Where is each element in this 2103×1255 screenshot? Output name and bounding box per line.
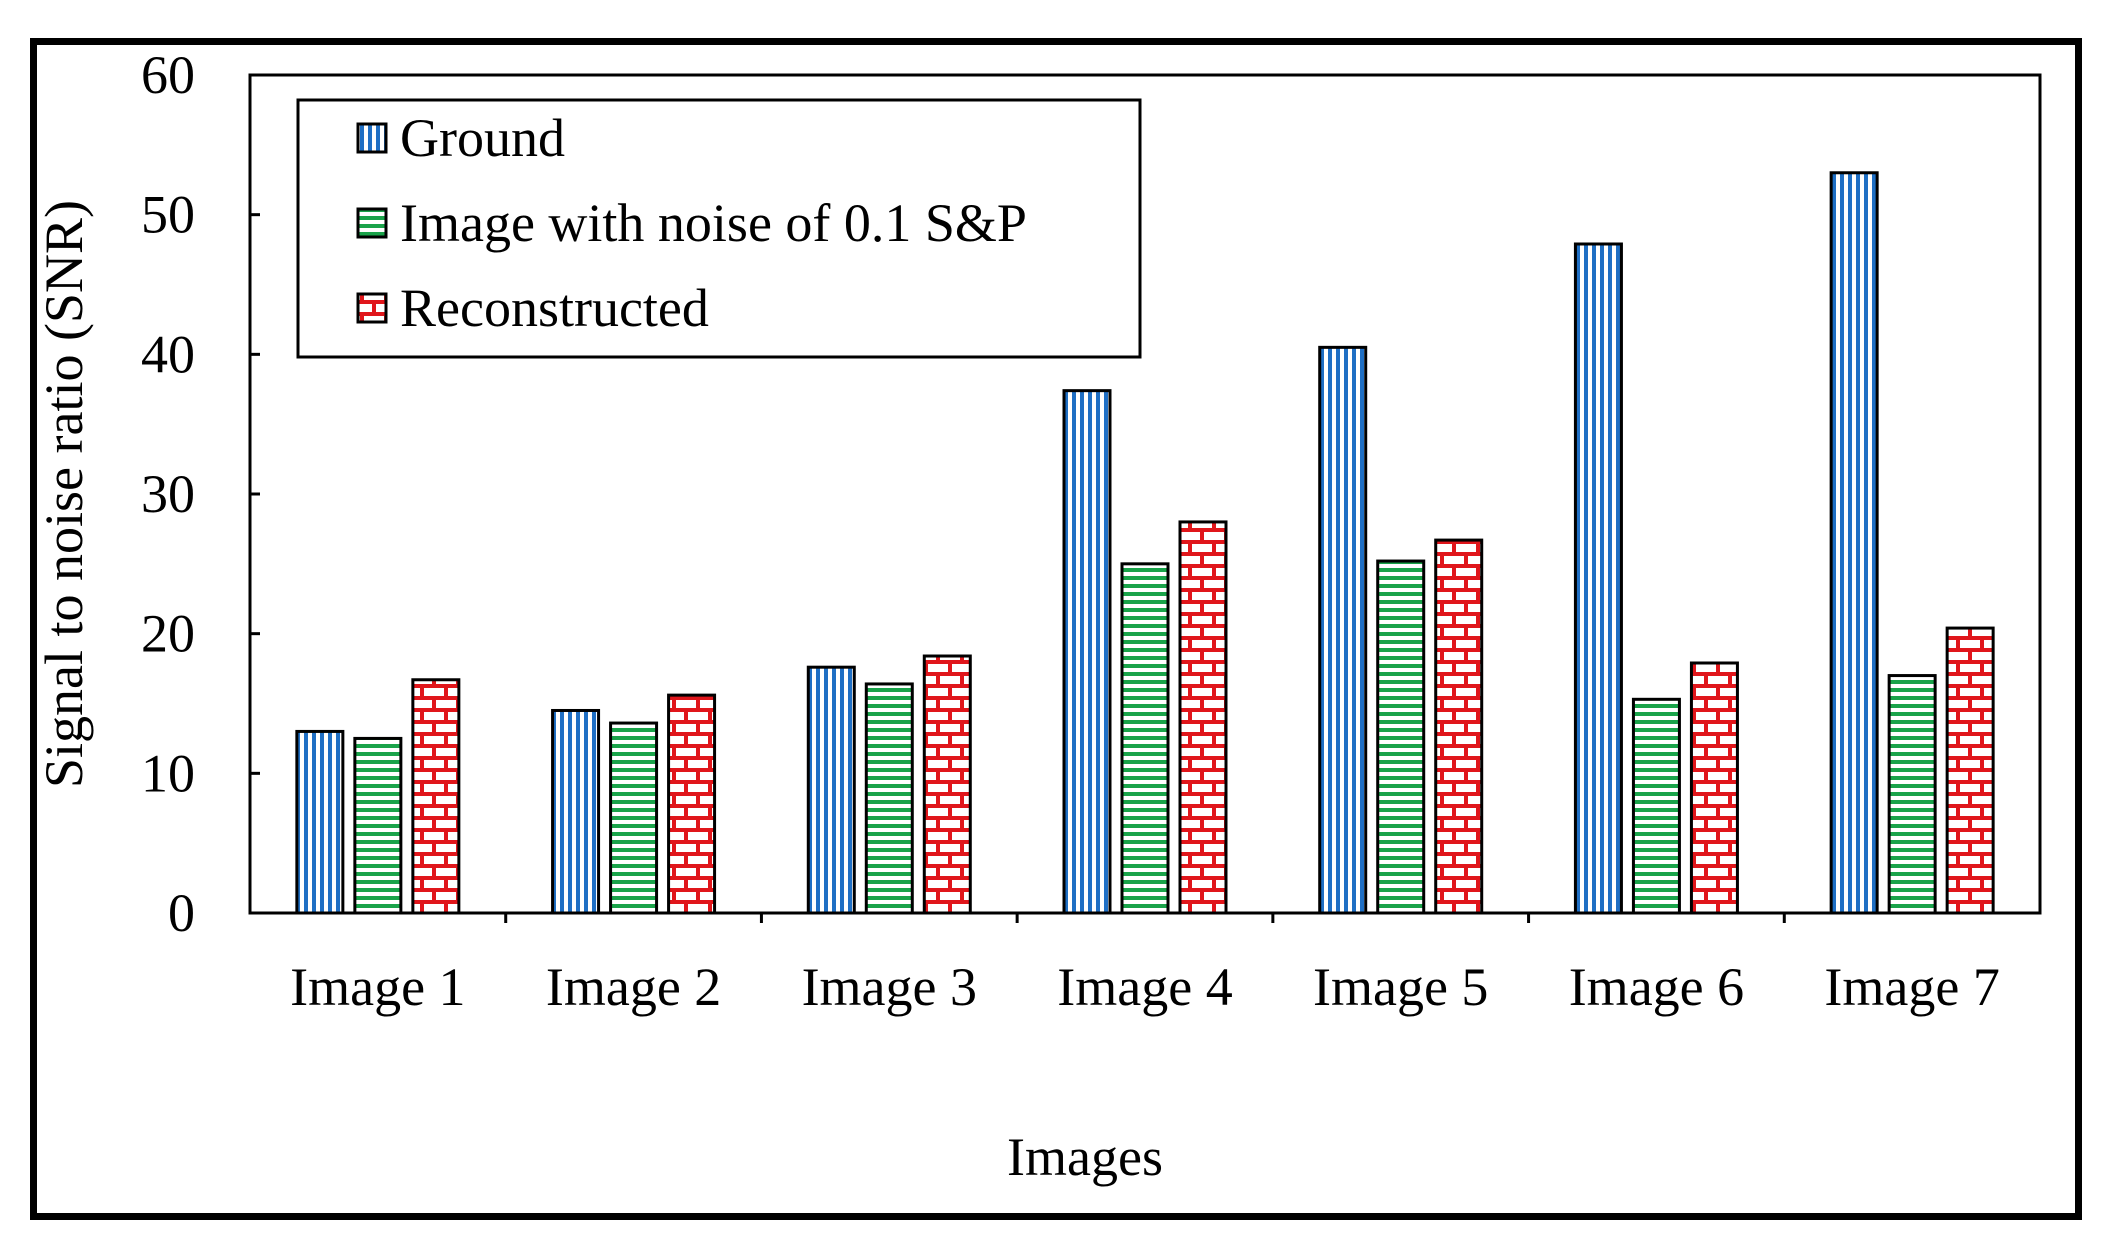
bar-ground-image-6: [1573, 242, 1623, 915]
x-axis-title: Images: [1007, 1127, 1163, 1187]
y-tick-label: 0: [168, 883, 195, 943]
bar-reconstructed-image-2: [667, 693, 717, 915]
bar-reconstructed-image-6: [1689, 661, 1739, 915]
y-tick-label: 30: [141, 464, 195, 524]
bar-ground-image-5: [1318, 345, 1368, 915]
bar-ground-image-7: [1829, 171, 1879, 915]
x-tick-label: Image 6: [1569, 957, 1744, 1017]
legend-swatch-ground: [356, 122, 388, 154]
y-tick-label: 20: [141, 604, 195, 664]
bar-ground-image-4: [1062, 389, 1112, 915]
bar-image-with-noise-of-0-1-s-p-image-5: [1376, 559, 1426, 915]
bars: [295, 171, 1995, 915]
legend-label-image-with-noise-of-0-1-s-p: Image with noise of 0.1 S&P: [400, 193, 1027, 253]
x-tick-label: Image 2: [546, 957, 721, 1017]
bar-image-with-noise-of-0-1-s-p-image-7: [1887, 674, 1937, 915]
x-tick-label: Image 5: [1313, 957, 1488, 1017]
bar-ground-image-3: [806, 665, 856, 915]
legend: Ground Image with noise of 0.1 S&P Reconst…: [296, 98, 1142, 359]
bar-ground-image-1: [295, 729, 345, 915]
y-tick-label: 60: [141, 45, 195, 105]
y-tick-label: 40: [141, 324, 195, 384]
bar-image-with-noise-of-0-1-s-p-image-1: [353, 736, 403, 915]
bar-reconstructed-image-1: [411, 678, 461, 915]
legend-box: [296, 98, 1142, 359]
y-axis-title: Signal to noise ratio (SNR): [34, 200, 94, 788]
x-tick-label: Image 4: [1057, 957, 1232, 1017]
legend-label-reconstructed: Reconstructed: [400, 278, 709, 338]
y-tick-label: 50: [141, 185, 195, 245]
bar-reconstructed-image-7: [1945, 626, 1995, 915]
bar-image-with-noise-of-0-1-s-p-image-6: [1631, 697, 1681, 915]
legend-label-ground: Ground: [400, 108, 565, 168]
bar-ground-image-2: [551, 708, 601, 915]
x-tick-label: Image 1: [290, 957, 465, 1017]
bar-reconstructed-image-4: [1178, 520, 1228, 915]
x-tick-label: Image 7: [1824, 957, 1999, 1017]
legend-swatch-reconstructed: [356, 292, 388, 324]
bar-image-with-noise-of-0-1-s-p-image-4: [1120, 562, 1170, 915]
y-axis: 0 10 20 30 40 50 60: [141, 45, 260, 943]
x-axis: Image 1 Image 2 Image 3 Image 4 Image 5 Image…: [290, 913, 2000, 1017]
x-tick-label: Image 3: [802, 957, 977, 1017]
bar-image-with-noise-of-0-1-s-p-image-3: [864, 682, 914, 915]
bar-image-with-noise-of-0-1-s-p-image-2: [609, 721, 659, 915]
bar-reconstructed-image-3: [922, 654, 972, 915]
legend-swatch-image-with-noise-of-0-1-s-p: [356, 207, 388, 239]
bar-reconstructed-image-5: [1434, 538, 1484, 915]
y-tick-label: 10: [141, 743, 195, 803]
